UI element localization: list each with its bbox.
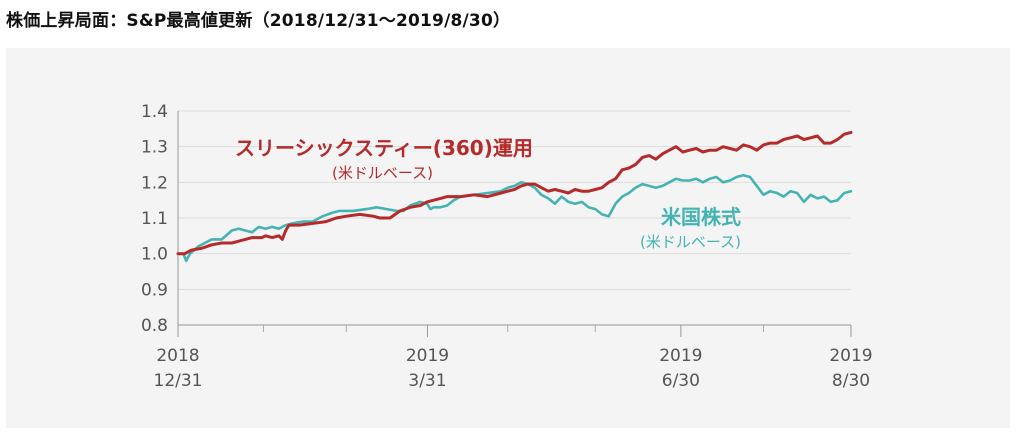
us-stocks-series-sublabel: (米ドルベース) (640, 233, 741, 251)
y-tick-label: 1.0 (141, 245, 168, 265)
us-stocks-series-line (176, 173, 853, 263)
x-tick-year: 2019 (406, 346, 449, 366)
x-axis: 2018 12/31 2019 3/31 2019 6/30 2019 8/30 (154, 111, 873, 391)
x-tick-date: 3/31 (408, 371, 446, 391)
y-tick-label: 0.8 (141, 316, 168, 336)
y-tick-label: 1.1 (141, 209, 168, 229)
x-tick-date: 12/31 (154, 371, 203, 391)
x-tick-year: 2019 (659, 346, 702, 366)
us-stocks-series-label: 米国株式 (661, 205, 741, 229)
y-tick-label: 1.4 (141, 102, 168, 122)
x-tick-date: 6/30 (662, 371, 700, 391)
y-tick-label: 1.2 (141, 173, 168, 193)
x-tick-date: 8/30 (832, 371, 870, 391)
fund-series-sublabel: (米ドルベース) (332, 164, 433, 182)
y-tick-label: 0.9 (141, 280, 168, 300)
y-axis-ticks: 1.4 1.3 1.2 1.1 1.0 0.9 0.8 (141, 102, 168, 336)
x-tick-year: 2018 (156, 346, 199, 366)
fund-series-line (176, 130, 853, 256)
x-tick-year: 2019 (829, 346, 872, 366)
y-tick-label: 1.3 (141, 138, 168, 158)
page-title: 株価上昇局面：S&P最高値更新（2018/12/31〜2019/8/30） (6, 11, 511, 31)
fund-series-label: スリーシックスティー(360)運用 (235, 136, 533, 160)
series-lines (176, 130, 853, 263)
